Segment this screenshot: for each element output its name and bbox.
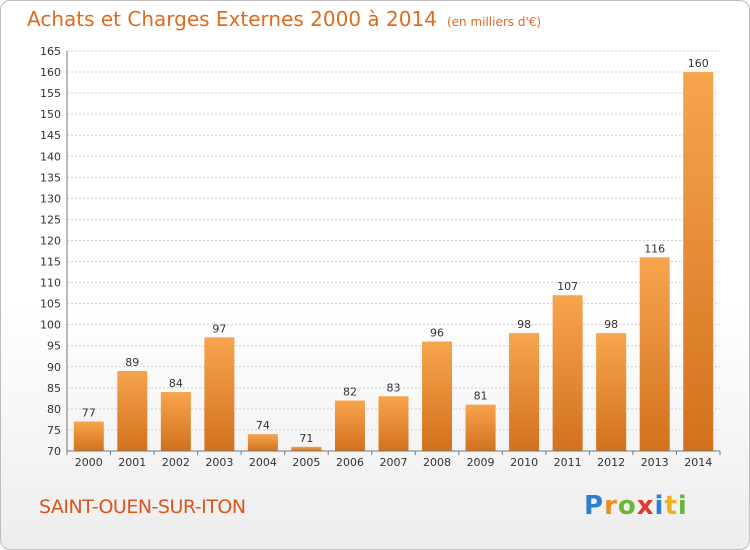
bar — [247, 434, 278, 451]
bar — [160, 392, 191, 451]
y-tick-label: 160 — [40, 66, 61, 79]
brand-logo: Proxiti — [584, 491, 688, 521]
y-tick-label: 125 — [40, 213, 61, 226]
y-tick-label: 135 — [40, 171, 61, 184]
x-tick-label: 2002 — [162, 456, 190, 469]
x-tick-label: 2006 — [336, 456, 364, 469]
x-tick-label: 2005 — [292, 456, 320, 469]
bars — [73, 72, 714, 451]
data-label: 74 — [256, 419, 270, 432]
data-label: 89 — [125, 356, 139, 369]
chart-subtitle: (en milliers d'€) — [446, 15, 542, 29]
y-tick-label: 100 — [40, 319, 61, 332]
data-label: 116 — [644, 242, 665, 255]
commune-name: SAINT-OUEN-SUR-ITON — [39, 496, 246, 518]
brand-letter: P — [584, 491, 605, 521]
brand-letter: r — [604, 491, 618, 521]
y-tick-label: 90 — [47, 361, 61, 374]
title-row: Achats et Charges Externes 2000 à 2014 (e… — [27, 7, 541, 31]
y-tick-label: 105 — [40, 298, 61, 311]
x-tick-label: 2009 — [467, 456, 495, 469]
y-tick-label: 70 — [47, 445, 61, 458]
x-tick-label: 2007 — [380, 456, 408, 469]
data-label: 98 — [517, 318, 531, 331]
data-label: 107 — [557, 280, 578, 293]
y-tick-label: 145 — [40, 129, 61, 142]
x-tick-label: 2010 — [510, 456, 538, 469]
chart-title: Achats et Charges Externes 2000 à 2014 — [27, 7, 437, 31]
x-tick-label: 2012 — [597, 456, 625, 469]
x-tick-label: 2014 — [684, 456, 712, 469]
bar — [465, 404, 496, 451]
y-tick-label: 75 — [47, 424, 61, 437]
bar — [552, 295, 583, 451]
bar — [422, 341, 453, 451]
y-tick-label: 95 — [47, 340, 61, 353]
data-label: 160 — [688, 57, 709, 70]
brand-letter: x — [636, 491, 655, 521]
data-label: 84 — [169, 377, 183, 390]
x-tick-label: 2013 — [641, 456, 669, 469]
x-tick-label: 2000 — [75, 456, 103, 469]
labels: 70 75 80 85 90 95 100 105 110 115 120 125 130 135 140 1… — [40, 45, 712, 469]
y-tick-label: 130 — [40, 192, 61, 205]
bar — [334, 400, 365, 451]
bar — [73, 421, 104, 451]
x-tick-label: 2001 — [118, 456, 146, 469]
x-tick-label: 2004 — [249, 456, 277, 469]
data-label: 82 — [343, 385, 357, 398]
axes — [66, 51, 721, 455]
brand-letter: o — [617, 491, 637, 521]
y-tick-label: 165 — [40, 45, 61, 58]
brand-letter: i — [677, 491, 688, 521]
y-tick-label: 85 — [47, 382, 61, 395]
x-tick-label: 2003 — [205, 456, 233, 469]
y-tick-label: 115 — [40, 256, 61, 269]
bar — [509, 333, 540, 451]
data-label: 77 — [82, 407, 96, 420]
x-tick-label: 2008 — [423, 456, 451, 469]
data-label: 83 — [387, 381, 401, 394]
data-label: 98 — [604, 318, 618, 331]
bar — [378, 396, 409, 451]
y-tick-label: 80 — [47, 403, 61, 416]
bar — [204, 337, 235, 451]
bar — [117, 371, 148, 451]
data-label: 97 — [212, 322, 226, 335]
bar — [683, 72, 714, 451]
data-label: 81 — [474, 390, 488, 403]
y-tick-label: 110 — [40, 277, 61, 290]
y-tick-label: 120 — [40, 234, 61, 247]
x-tick-label: 2011 — [554, 456, 582, 469]
bar — [639, 257, 670, 451]
y-tick-label: 155 — [40, 87, 61, 100]
bar — [291, 446, 322, 451]
y-tick-label: 150 — [40, 108, 61, 121]
brand-letter: t — [664, 491, 678, 521]
bar — [596, 333, 627, 451]
brand-letter: i — [654, 491, 665, 521]
y-tick-label: 140 — [40, 150, 61, 163]
data-label: 71 — [299, 432, 313, 445]
data-label: 96 — [430, 327, 444, 340]
